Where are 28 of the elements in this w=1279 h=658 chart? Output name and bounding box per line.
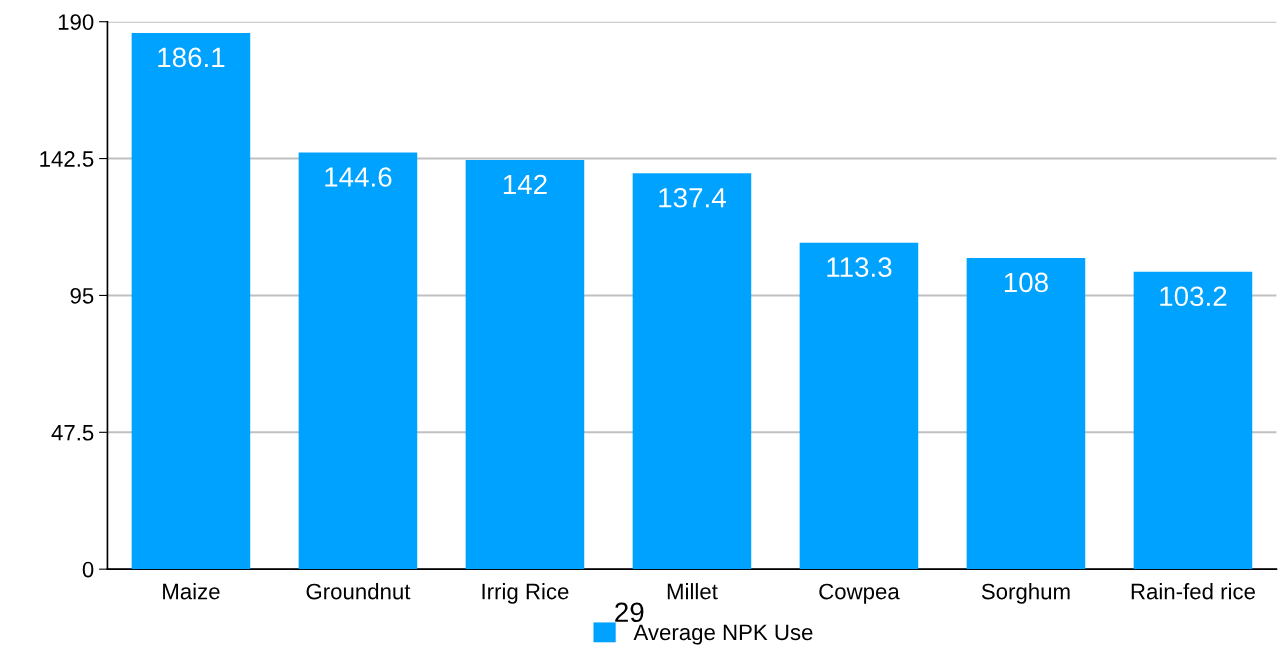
bar bbox=[632, 173, 752, 570]
bar bbox=[298, 152, 418, 570]
data-label: 186.1 bbox=[158, 47, 225, 68]
x-tick-label: Irrig Rice bbox=[482, 583, 569, 604]
x-tick-label: Rain-fed rice bbox=[1131, 583, 1255, 600]
data-label: 137.4 bbox=[659, 187, 726, 208]
y-tick-label: 0 bbox=[82, 561, 94, 578]
y-tick-label: 190 bbox=[58, 14, 94, 30]
data-label: 144.6 bbox=[325, 167, 392, 187]
x-tick-label: Millet bbox=[667, 583, 718, 600]
y-tick-label: 142.5 bbox=[40, 151, 94, 167]
x-tick-label: Sorghum bbox=[981, 583, 1070, 604]
data-label: 103.2 bbox=[1160, 286, 1227, 307]
data-label: 113.3 bbox=[827, 257, 892, 278]
data-label: 142 bbox=[503, 174, 547, 195]
bar bbox=[966, 257, 1086, 570]
x-tick-label: Cowpea bbox=[819, 583, 900, 604]
bar bbox=[131, 32, 251, 570]
legend-label: Average NPK Use bbox=[633, 624, 813, 645]
x-tick-label: Groundnut bbox=[306, 583, 411, 600]
y-tick-label: 47.5 bbox=[51, 425, 94, 441]
data-label: 108 bbox=[1004, 272, 1048, 293]
bar bbox=[1133, 271, 1253, 570]
y-tick-label: 95 bbox=[70, 287, 94, 304]
text: 29 bbox=[615, 602, 644, 623]
x-tick-label: Maize bbox=[163, 583, 220, 600]
bar bbox=[799, 242, 919, 570]
bar bbox=[465, 160, 585, 570]
